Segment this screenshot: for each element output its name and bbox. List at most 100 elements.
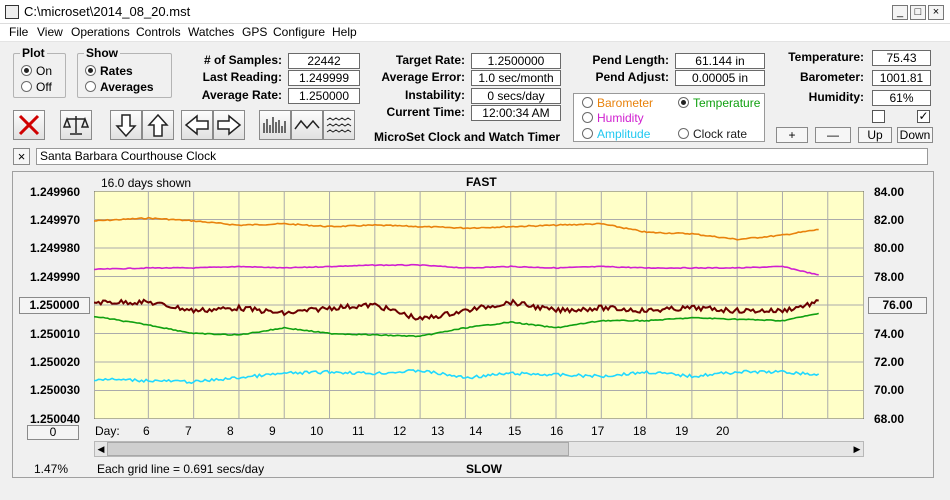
x-day-tick: 6 [143, 424, 150, 438]
plot-group-title: Plot [22, 46, 45, 60]
y-left-tick: 1.249980 [30, 241, 81, 255]
menu-configure[interactable]: Configure [273, 25, 326, 39]
fast-label: FAST [466, 175, 497, 189]
arrow-right-icon [217, 114, 242, 136]
minus-button[interactable]: — [815, 127, 851, 143]
x-day-tick: 19 [675, 424, 689, 438]
radio-icon [582, 112, 593, 123]
show-group: Show [77, 46, 172, 98]
smooth-view-button[interactable] [291, 110, 323, 140]
menu-help[interactable]: Help [332, 25, 357, 39]
menu-controls[interactable]: Controls [136, 25, 181, 39]
plot-on-radio[interactable]: On [21, 64, 52, 78]
center-temp-button[interactable]: 76.00 [868, 297, 927, 314]
average-error-value: 1.0 sec/month [471, 70, 561, 86]
plot-group: Plot [13, 46, 66, 98]
show-group-title: Show [86, 46, 118, 60]
y-left-tick: 1.249960 [30, 185, 81, 199]
menu-view[interactable]: View [37, 25, 63, 39]
last-reading-label: Last Reading: [202, 70, 282, 84]
noise-lines-icon [326, 117, 352, 133]
radio-icon [582, 128, 593, 139]
y-right-tick: 80.00 [874, 241, 905, 255]
watch-name-field[interactable]: Santa Barbara Courthouse Clock [36, 148, 928, 165]
title-bar: C:\microset\2014_08_20.mst _ □ × [0, 0, 950, 24]
menu-operations[interactable]: Operations [71, 25, 130, 39]
show-averages-radio[interactable]: Averages [85, 80, 154, 94]
series-line-humidity [94, 263, 819, 276]
radio-icon [21, 81, 32, 92]
legend-temperature[interactable]: Temperature [678, 96, 760, 110]
barometer-label: Barometer: [799, 70, 864, 84]
y-right-tick: 72.00 [874, 355, 905, 369]
radio-selected-icon [21, 65, 32, 76]
y-right-tick: 70.00 [874, 383, 905, 397]
menu-bar: File View Operations Controls Watches GP… [0, 24, 950, 42]
radio-icon [582, 97, 593, 108]
horizontal-scrollbar[interactable]: ◀ ▶ [94, 441, 864, 457]
days-shown-label: 16.0 days shown [101, 176, 192, 190]
scroll-right-arrow-icon[interactable]: ▶ [853, 444, 861, 454]
show-rates-radio[interactable]: Rates [85, 64, 133, 78]
scroll-up-button[interactable] [142, 110, 174, 140]
rate-chart[interactable] [94, 191, 864, 419]
pend-length-label: Pend Length: [592, 53, 669, 67]
y-left-tick: 1.249970 [30, 213, 81, 227]
plot-off-radio[interactable]: Off [21, 80, 52, 94]
x-day-tick: 10 [310, 424, 324, 438]
percent-readout: 1.47% [34, 462, 69, 476]
x-day-tick: 7 [185, 424, 192, 438]
radio-icon [85, 81, 96, 92]
target-rate-value: 1.2500000 [471, 53, 561, 69]
series-legend: Barometer Temperature Humidity Clock rat… [573, 93, 765, 142]
legend-clock-rate[interactable]: Clock rate [678, 127, 747, 141]
minimize-button[interactable]: _ [892, 5, 908, 20]
pend-adjust-value: 0.00005 in [675, 70, 765, 86]
scroll-right-button[interactable] [213, 110, 245, 140]
app-caption: MicroSet Clock and Watch Timer [374, 130, 561, 144]
maximize-button[interactable]: □ [910, 5, 926, 20]
temperature-label: Temperature: [788, 50, 864, 64]
menu-file[interactable]: File [9, 25, 29, 39]
noise-view-button[interactable] [323, 110, 355, 140]
y-right-tick: 68.00 [874, 412, 905, 426]
bars-view-button[interactable] [259, 110, 291, 140]
x-day-tick: 16 [550, 424, 564, 438]
close-button[interactable]: × [928, 5, 944, 20]
barometer-value: 1001.81 [872, 70, 931, 86]
up-button[interactable]: Up [858, 127, 892, 143]
checkbox-right[interactable]: ✓ [917, 109, 930, 123]
close-watch-button[interactable]: × [13, 148, 30, 165]
zero-button[interactable]: 0 [27, 425, 79, 440]
humidity-label: Humidity: [808, 90, 864, 104]
scroll-left-arrow-icon[interactable]: ◀ [97, 444, 105, 454]
y-right-tick: 82.00 [874, 213, 905, 227]
arrow-up-icon [147, 113, 169, 137]
current-time-value: 12:00:34 AM [471, 105, 561, 121]
plus-button[interactable]: + [776, 127, 808, 143]
series-line-temperature [94, 312, 819, 338]
y-left-tick: 1.250030 [30, 383, 81, 397]
scrollbar-thumb[interactable] [107, 442, 569, 456]
y-right-tick: 74.00 [874, 327, 905, 341]
x-day-tick: 9 [269, 424, 276, 438]
scale-button[interactable] [60, 110, 92, 140]
legend-amplitude[interactable]: Amplitude [582, 127, 650, 141]
legend-barometer[interactable]: Barometer [582, 96, 653, 110]
menu-gps[interactable]: GPS [242, 25, 268, 39]
app-icon [5, 5, 19, 19]
checkbox-left[interactable] [872, 110, 885, 123]
scroll-down-button[interactable] [110, 110, 142, 140]
stop-button[interactable] [13, 110, 45, 140]
scroll-left-button[interactable] [181, 110, 213, 140]
instability-label: Instability: [404, 88, 465, 102]
series-line-barometer [94, 216, 819, 241]
down-button[interactable]: Down [897, 127, 933, 143]
bar-graph-icon [263, 117, 286, 133]
x-day-tick: 12 [393, 424, 407, 438]
menu-watches[interactable]: Watches [188, 25, 235, 39]
legend-humidity[interactable]: Humidity [582, 111, 644, 125]
center-rate-button[interactable]: 1.250000 [19, 297, 90, 314]
last-reading-value: 1.249999 [288, 70, 360, 86]
series-lines [94, 216, 820, 385]
